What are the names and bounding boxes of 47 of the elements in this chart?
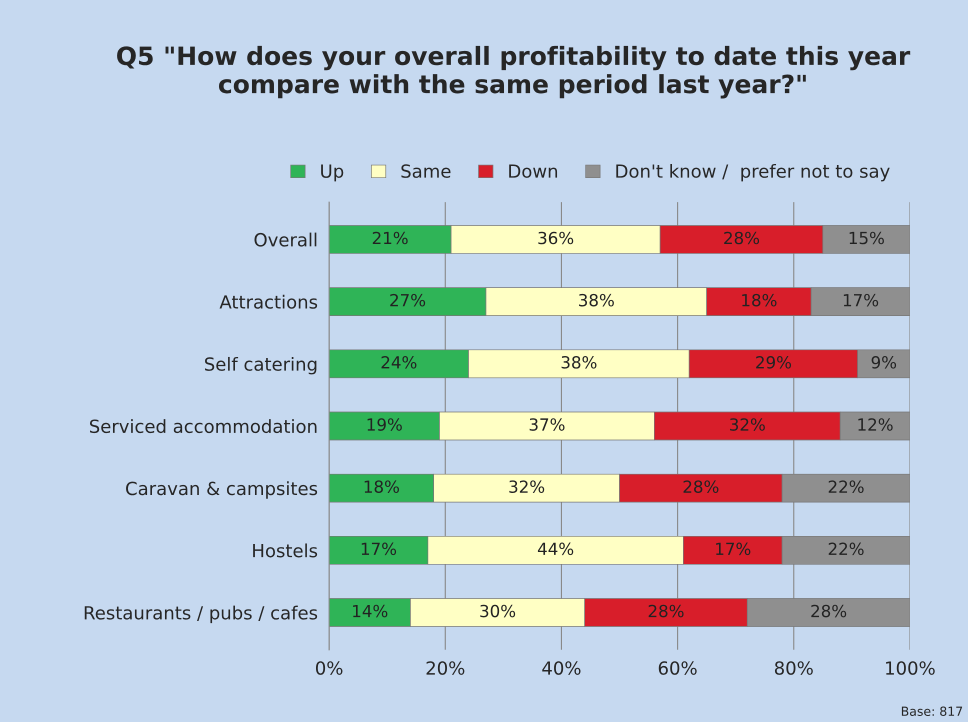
data-label: 44%: [538, 542, 574, 556]
data-label: 21%: [372, 232, 408, 244]
data-label: 15%: [850, 232, 884, 244]
data-label: 17%: [362, 542, 396, 556]
data-label: 30%: [480, 604, 516, 618]
x-tick-label: 80%: [774, 661, 813, 675]
data-label: 22%: [828, 480, 864, 493]
data-label: 37%: [530, 418, 565, 431]
legend-label: Same: [401, 164, 450, 178]
data-label: 22%: [828, 542, 864, 556]
data-label: 12%: [858, 418, 893, 431]
x-tick-label: 40%: [542, 661, 581, 675]
data-label: 29%: [756, 356, 792, 369]
x-tick-label: 0%: [316, 661, 342, 675]
data-label: 36%: [538, 232, 574, 244]
data-label: 28%: [648, 604, 684, 618]
data-label: 38%: [579, 294, 614, 306]
data-label: 28%: [684, 480, 718, 493]
data-label: 19%: [368, 418, 402, 431]
y-tick-label: Caravan & campsites: [126, 481, 318, 499]
data-label: 18%: [364, 480, 399, 493]
legend-label: Down: [509, 164, 558, 178]
y-tick-label: Overall: [254, 232, 316, 247]
text: Base: 817: [902, 706, 962, 716]
x-tick-label: 60%: [658, 661, 697, 675]
data-label: 32%: [509, 480, 544, 493]
data-label: 17%: [844, 294, 878, 306]
data-label: 28%: [724, 232, 760, 244]
legend-label: Don't know / prefer not to say: [616, 164, 890, 182]
data-label: 38%: [562, 356, 596, 369]
x-tick-label: 20%: [426, 661, 464, 675]
data-label: 17%: [716, 542, 750, 556]
data-label: 24%: [382, 356, 416, 369]
data-label: 14%: [353, 604, 388, 618]
y-tick-label: Restaurants / pubs / cafes: [84, 606, 318, 624]
y-tick-label: Serviced accommodation: [90, 419, 316, 434]
x-tick-label: 100%: [886, 661, 935, 675]
y-tick-label: Hostels: [253, 543, 318, 558]
data-label: 27%: [390, 294, 426, 306]
data-label: 28%: [811, 604, 846, 618]
y-tick-label: Attractions: [220, 294, 318, 309]
chart-title: Q5 "How does your overall profitability to date this year compare with the same period last year?": [117, 46, 910, 98]
data-label: 18%: [742, 294, 777, 306]
data-label: 32%: [730, 418, 765, 431]
y-tick-label: Self catering: [204, 356, 316, 374]
data-label: 9%: [872, 356, 896, 369]
legend-label: Up: [321, 164, 344, 182]
